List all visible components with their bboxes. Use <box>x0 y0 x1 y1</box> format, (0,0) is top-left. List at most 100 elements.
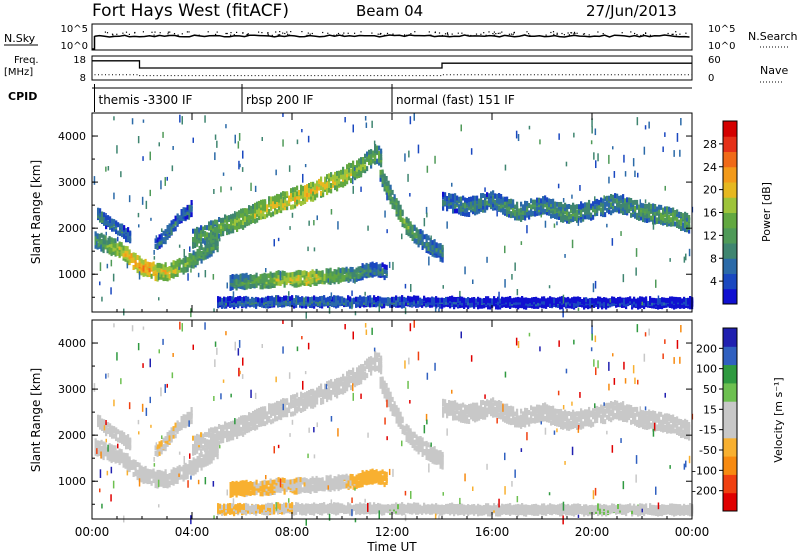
heatmap-noise <box>407 173 409 182</box>
heatmap-cell <box>459 295 462 301</box>
nsky-point <box>167 31 169 33</box>
heatmap-cell <box>450 197 453 203</box>
heatmap-cell <box>230 214 233 220</box>
heatmap-cell <box>650 203 653 209</box>
heatmap-cell <box>358 368 361 374</box>
heatmap-cell <box>326 180 329 186</box>
nsearch-label: N.Search <box>748 30 798 43</box>
heatmap-cell <box>234 224 237 230</box>
heatmap-cell <box>108 241 111 247</box>
heatmap-cell <box>423 234 426 240</box>
heatmap-cell <box>429 237 432 243</box>
heatmap-cell <box>314 390 317 396</box>
heatmap-cell <box>448 198 451 204</box>
nsky-point <box>128 33 130 35</box>
heatmap-cell <box>192 467 195 473</box>
heatmap-cell <box>156 451 159 456</box>
heatmap-cell <box>401 303 404 309</box>
heatmap-cell <box>210 242 213 247</box>
heatmap-cell <box>482 204 485 210</box>
heatmap-cell <box>285 276 288 282</box>
heatmap-cell <box>328 176 331 182</box>
heatmap-noise <box>204 244 206 251</box>
heatmap-cell <box>186 265 189 271</box>
heatmap-cell <box>174 470 177 476</box>
nsky-panel: N.Sky 10^5 10^0 10^5 10^0 N.Search <box>4 23 798 52</box>
heatmap-cell <box>534 209 537 215</box>
heatmap-cell <box>118 252 121 258</box>
nsearch-ytick-bottom: 10^0 <box>708 41 735 52</box>
heatmap-cell <box>624 204 627 210</box>
heatmap-cell <box>342 166 345 172</box>
heatmap-cell <box>566 204 569 210</box>
heatmap-cell <box>100 232 103 238</box>
heatmap-cell <box>274 406 277 412</box>
heatmap-cell <box>212 244 215 250</box>
heatmap-cell <box>262 211 265 217</box>
heatmap-cell <box>356 173 359 179</box>
heatmap-cell <box>379 271 382 277</box>
heatmap-cell <box>632 204 635 210</box>
heatmap-cell <box>524 210 527 216</box>
heatmap-cell <box>241 284 244 290</box>
heatmap-cell <box>439 256 442 262</box>
heatmap-noise <box>634 170 636 178</box>
heatmap-cell <box>437 247 440 253</box>
heatmap-cell <box>210 225 213 231</box>
heatmap-cell <box>162 271 165 277</box>
heatmap-cell <box>99 418 102 424</box>
heatmap-noise <box>386 229 388 234</box>
heatmap-cell <box>264 214 267 220</box>
heatmap-cell <box>531 297 534 303</box>
heatmap-cell <box>304 406 307 411</box>
heatmap-noise <box>179 114 181 123</box>
heatmap-cell <box>594 204 597 210</box>
heatmap-noise <box>562 198 565 203</box>
heatmap-cell <box>297 273 300 279</box>
heatmap-noise <box>413 113 415 121</box>
heatmap-cell <box>526 201 529 206</box>
heatmap-cell <box>307 278 310 284</box>
heatmap-cell <box>310 395 313 401</box>
heatmap-cell <box>271 272 274 278</box>
heatmap-cell <box>124 455 127 461</box>
heatmap-cell <box>156 469 159 475</box>
heatmap-cell <box>278 207 281 213</box>
heatmap-cell <box>504 203 507 209</box>
heatmap-cell <box>435 252 438 258</box>
heatmap-cell <box>148 267 151 273</box>
heatmap-cell <box>301 300 304 306</box>
heatmap-cell <box>105 431 108 437</box>
nsky-point <box>488 31 490 33</box>
heatmap-cell <box>448 193 451 198</box>
heatmap-cell <box>220 217 223 223</box>
heatmap-cell <box>341 276 344 282</box>
heatmap-cell <box>208 444 211 450</box>
heatmap-noise <box>138 224 140 228</box>
heatmap-cell <box>214 433 217 439</box>
heatmap-noise <box>238 160 240 170</box>
heatmap-cell <box>102 248 105 254</box>
nsky-point <box>672 33 674 35</box>
heatmap-cell <box>132 472 135 477</box>
heatmap-cell <box>366 155 369 161</box>
heatmap-cell <box>132 255 135 260</box>
heatmap-noise <box>360 186 362 192</box>
heatmap-cell <box>661 297 664 303</box>
heatmap-cell <box>343 274 346 280</box>
heatmap-cell <box>628 203 631 209</box>
heatmap-cell <box>460 196 463 202</box>
heatmap-cell <box>164 481 167 487</box>
heatmap-cell <box>326 188 329 193</box>
heatmap-cell <box>548 208 551 214</box>
heatmap-cell <box>403 218 406 224</box>
heatmap-cell <box>346 169 349 175</box>
heatmap-cell <box>184 210 187 216</box>
heatmap-cell <box>650 208 653 214</box>
heatmap-cell <box>380 155 383 161</box>
heatmap-cell <box>401 209 404 215</box>
heatmap-cell <box>340 388 343 394</box>
heatmap-cell <box>317 270 320 276</box>
heatmap-cell <box>247 296 250 302</box>
nsky-point <box>499 32 501 34</box>
